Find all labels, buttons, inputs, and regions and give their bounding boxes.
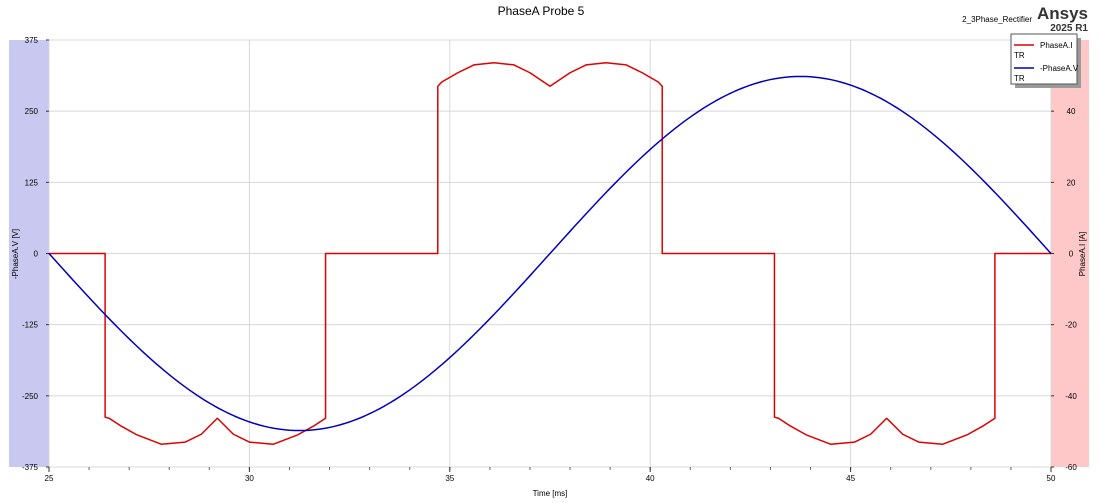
x-tick-label: 45	[846, 474, 855, 483]
chart-title: PhaseA Probe 5	[498, 4, 585, 18]
y-right-tick-label: -60	[1065, 463, 1077, 472]
left-axis-band	[9, 40, 49, 467]
y-left-tick-label: 125	[25, 178, 39, 187]
y-left-tick-label: 375	[25, 36, 39, 45]
legend-sublabel-phasea-i: TR	[1014, 51, 1025, 60]
x-tick-label: 40	[646, 474, 655, 483]
y-axis-right-label: PhaseA.I [A]	[1078, 232, 1087, 276]
series-layer[interactable]	[48, 62, 1052, 445]
x-axis-label: Time [ms]	[533, 489, 568, 498]
y-right-tick-label: 40	[1067, 107, 1076, 116]
y-left-tick-label: 0	[34, 250, 39, 259]
legend-sublabel-phasea-v: TR	[1014, 74, 1025, 83]
y-right-tick-label: 20	[1067, 178, 1076, 187]
y-right-tick-label: -20	[1065, 321, 1077, 330]
y-left-tick-label: -125	[22, 321, 39, 330]
y-left-tick-label: -250	[22, 392, 39, 401]
x-tick-label: 25	[45, 474, 54, 483]
right-axis-band	[1051, 40, 1089, 467]
y-left-tick-label: 250	[25, 107, 39, 116]
design-name: 2_3Phase_Rectifier	[962, 15, 1032, 24]
y-right-tick-label: 0	[1069, 250, 1074, 259]
legend[interactable]: PhaseA.I TR -PhaseA.V TR	[1010, 33, 1081, 88]
brand-logo: Ansys	[1037, 4, 1088, 23]
x-tick-label: 30	[245, 474, 254, 483]
legend-box[interactable]	[1010, 33, 1078, 85]
legend-label-phasea-v: -PhaseA.V	[1040, 64, 1079, 73]
x-tick-label: 50	[1047, 474, 1056, 483]
legend-label-phasea-i: PhaseA.I	[1040, 41, 1072, 50]
y-left-tick-label: -375	[22, 463, 39, 472]
y-axis-left-label: -PhaseA.V [V]	[11, 229, 20, 279]
y-right-tick-label: -40	[1065, 392, 1077, 401]
x-tick-label: 35	[445, 474, 454, 483]
tick-layer: 25 30 35 40 45 50 375 250 125 0 -125 -250 -375 40 20 0 -…	[22, 36, 1077, 483]
brand-version: 2025 R1	[1050, 23, 1088, 34]
series-line-phasea-v[interactable]	[48, 75, 1052, 432]
series-line-phasea-i[interactable]	[49, 62, 1051, 445]
